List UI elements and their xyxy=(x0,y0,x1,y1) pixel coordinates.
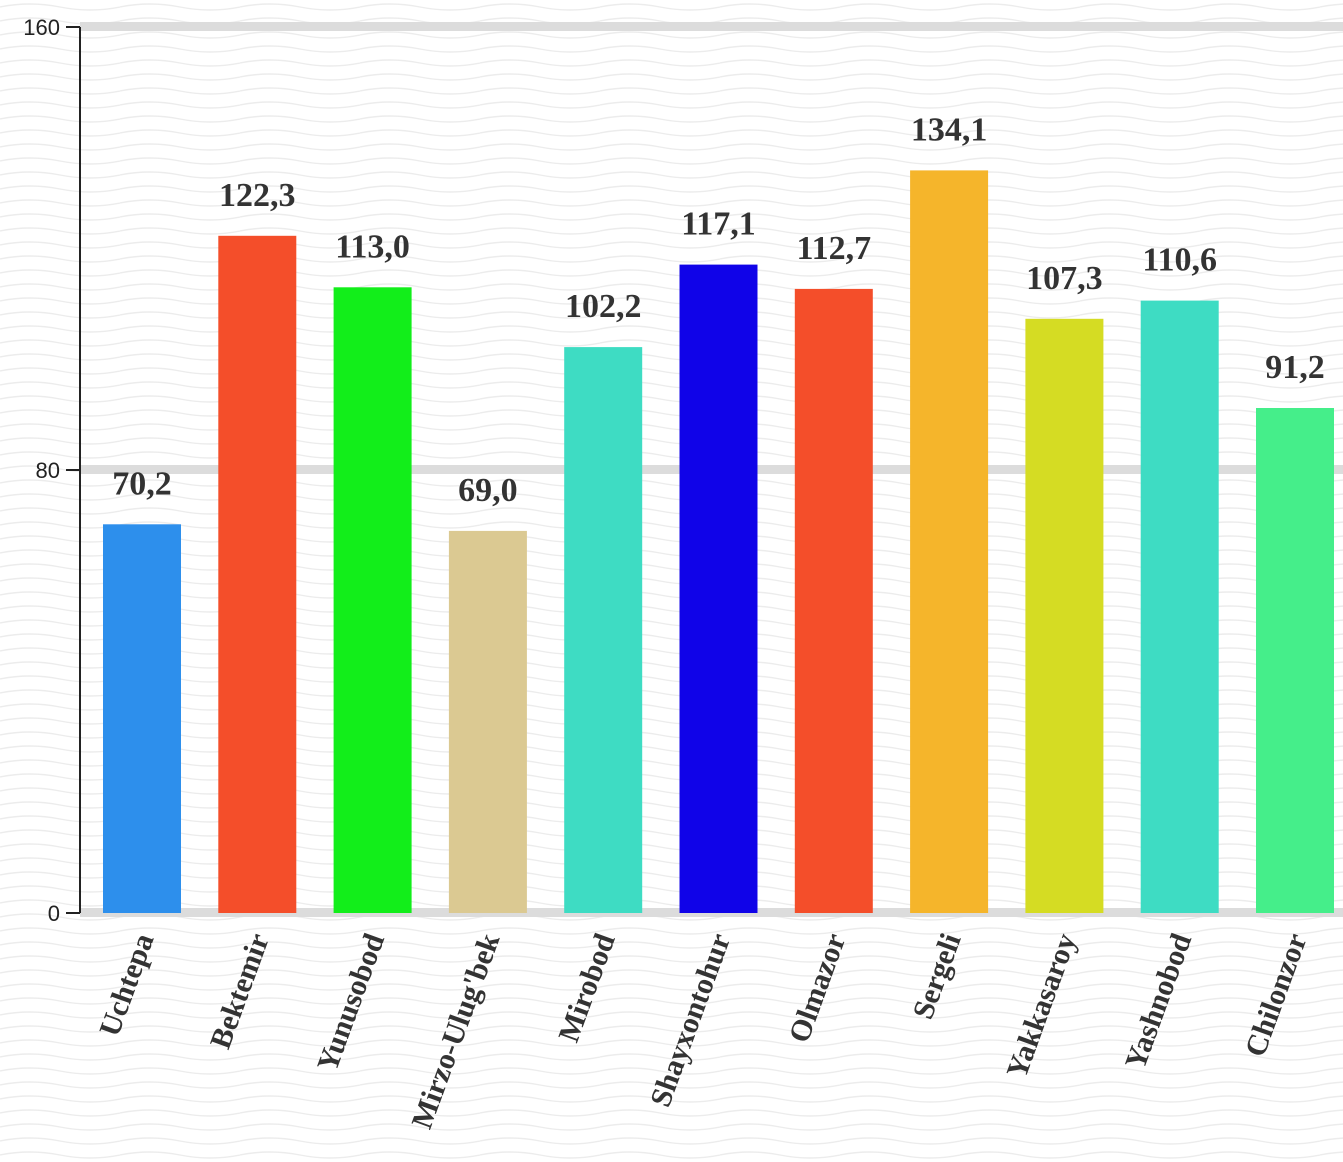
bar xyxy=(333,287,412,913)
bar-value-label: 122,3 xyxy=(219,177,296,214)
bar-value-label: 134,1 xyxy=(911,111,988,148)
gridline xyxy=(80,22,1343,31)
y-tick-label: 0 xyxy=(48,901,60,926)
bar xyxy=(1256,408,1334,913)
bar xyxy=(794,288,873,913)
bars xyxy=(103,170,1334,914)
bar-value-label: 117,1 xyxy=(681,206,756,243)
bar-value-label: 91,2 xyxy=(1265,349,1325,386)
bar-value-label: 112,7 xyxy=(796,230,871,267)
bar xyxy=(1025,318,1104,913)
y-tick-label: 160 xyxy=(23,15,60,40)
bar-value-label: 102,2 xyxy=(565,288,642,325)
bar-value-label: 107,3 xyxy=(1026,260,1103,297)
bar-value-label: 113,0 xyxy=(335,228,410,265)
bar-value-label: 110,6 xyxy=(1142,242,1217,279)
bar xyxy=(910,170,989,913)
bar xyxy=(1140,300,1219,914)
bar xyxy=(448,530,527,913)
bar xyxy=(218,235,297,914)
bar xyxy=(564,347,643,914)
y-tick-label: 80 xyxy=(36,458,60,483)
bar xyxy=(679,264,758,914)
bar-value-label: 70,2 xyxy=(112,465,172,502)
bar xyxy=(103,524,181,913)
value-labels: 70,2 122,3 113,0 69,0 102,2 117,1 112,7 134,1 10… xyxy=(112,111,1325,509)
y-axis: 0 80 160 xyxy=(23,15,81,926)
bar-value-label: 69,0 xyxy=(458,472,518,509)
